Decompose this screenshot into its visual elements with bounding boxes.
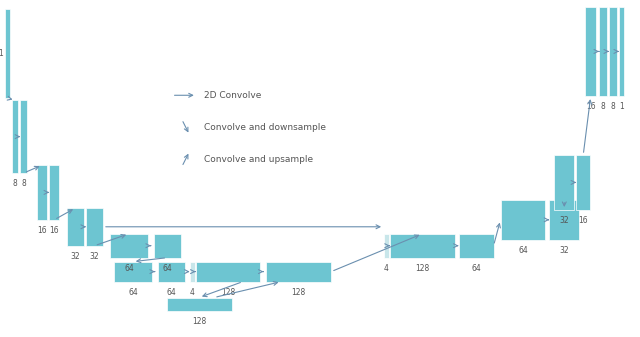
FancyBboxPatch shape [585,7,596,96]
FancyBboxPatch shape [20,100,28,173]
FancyBboxPatch shape [500,200,545,240]
FancyBboxPatch shape [576,155,590,210]
Text: 128: 128 [415,264,429,273]
Text: 128: 128 [221,287,235,297]
FancyBboxPatch shape [37,165,47,220]
FancyBboxPatch shape [110,234,148,258]
Text: 1: 1 [0,49,3,58]
FancyBboxPatch shape [86,208,103,246]
Text: 128: 128 [292,287,306,297]
FancyBboxPatch shape [549,200,579,240]
Text: 64: 64 [163,264,172,273]
FancyBboxPatch shape [67,208,84,246]
FancyBboxPatch shape [189,262,195,282]
FancyBboxPatch shape [599,7,607,96]
FancyBboxPatch shape [167,298,232,311]
Text: 2D Convolve: 2D Convolve [204,91,261,100]
FancyBboxPatch shape [5,9,10,98]
FancyBboxPatch shape [384,234,389,258]
FancyBboxPatch shape [609,7,617,96]
Text: 8: 8 [13,179,18,188]
FancyBboxPatch shape [619,7,624,96]
Text: 16: 16 [579,216,588,225]
FancyBboxPatch shape [49,165,59,220]
FancyBboxPatch shape [12,100,19,173]
Text: 4: 4 [384,264,389,273]
Text: 16: 16 [37,226,47,235]
Text: 32: 32 [90,252,99,261]
FancyBboxPatch shape [154,234,180,258]
Text: 8: 8 [601,102,605,111]
Text: 32: 32 [559,246,569,255]
Text: 32: 32 [71,252,81,261]
Text: Convolve and upsample: Convolve and upsample [204,155,313,163]
Text: 16: 16 [586,102,595,111]
Text: Convolve and downsample: Convolve and downsample [204,123,326,132]
Text: 128: 128 [192,317,206,327]
FancyBboxPatch shape [554,155,574,210]
Text: 64: 64 [518,246,528,255]
Text: 64: 64 [128,287,138,297]
FancyBboxPatch shape [158,262,185,282]
Text: 8: 8 [611,102,616,111]
FancyBboxPatch shape [114,262,152,282]
Text: 64: 64 [166,287,176,297]
Text: 32: 32 [559,216,569,225]
FancyBboxPatch shape [266,262,331,282]
FancyBboxPatch shape [196,262,260,282]
Text: 4: 4 [189,287,195,297]
Text: 64: 64 [471,264,481,273]
FancyBboxPatch shape [459,234,493,258]
FancyBboxPatch shape [390,234,454,258]
Text: 16: 16 [49,226,59,235]
Text: 1: 1 [619,102,624,111]
Text: 8: 8 [21,179,26,188]
Text: 64: 64 [124,264,134,273]
